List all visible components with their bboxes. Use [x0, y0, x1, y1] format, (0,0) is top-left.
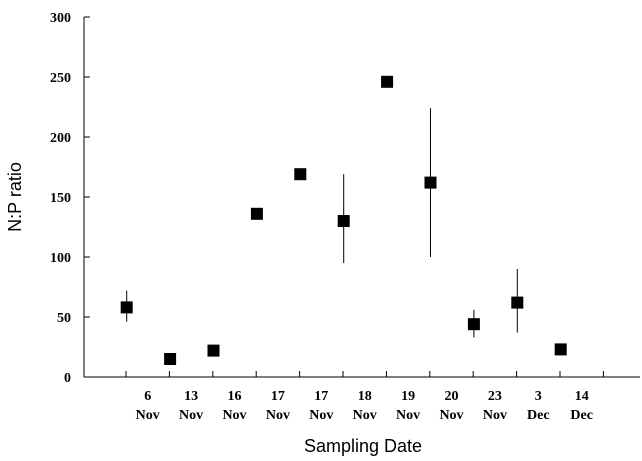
x-tick-label-day: 16 — [228, 389, 242, 404]
x-tick-label-day: 18 — [358, 389, 372, 404]
y-tick-label: 100 — [50, 251, 71, 266]
x-tick-label-day: 14 — [575, 389, 589, 404]
y-tick-label: 150 — [50, 191, 71, 206]
data-point — [337, 215, 350, 227]
x-tick-label-month: Dec — [527, 408, 550, 423]
data-point — [554, 343, 567, 356]
x-tick-label-day: 19 — [401, 389, 415, 404]
y-tick-label: 300 — [50, 11, 71, 26]
x-tick-label-month: Dec — [570, 408, 593, 423]
x-tick-label-day: 20 — [445, 389, 459, 404]
data-point — [381, 75, 394, 88]
y-tick-label: 250 — [50, 71, 71, 86]
y-tick-label: 200 — [50, 131, 71, 146]
data-point — [424, 176, 437, 189]
x-axis-label: Sampling Date — [304, 436, 422, 456]
y-tick-label: 50 — [57, 311, 71, 326]
x-tick-label-day: 17 — [314, 389, 328, 404]
x-tick-label-month: Nov — [222, 408, 246, 423]
x-tick-label-month: Nov — [439, 408, 463, 423]
x-tick-label-day: 3 — [535, 389, 542, 404]
data-points — [120, 75, 567, 365]
x-tick-label-day: 13 — [184, 389, 198, 404]
error-bars — [126, 108, 562, 355]
x-tick-label-month: Nov — [266, 408, 290, 423]
x-tick-label-month: Nov — [136, 408, 160, 423]
x-tick-label-month: Nov — [483, 408, 507, 423]
y-tick-labels: 0 50 100 150 200 250 300 — [50, 11, 71, 386]
x-tick-labels: 6 Nov 13 Nov 16 Nov 17 Nov 17 Nov 18 Nov 19 Nov 20 Nov 2… — [136, 389, 593, 423]
x-tick-label-day: 23 — [488, 389, 502, 404]
x-tick-label-month: Nov — [353, 408, 377, 423]
x-tick-label-day: 17 — [271, 389, 285, 404]
data-point — [511, 296, 524, 309]
axes — [83, 16, 640, 378]
data-point — [294, 168, 307, 181]
x-tick-label-month: Nov — [309, 408, 333, 423]
y-tick-label: 0 — [64, 371, 71, 386]
data-point — [207, 344, 220, 357]
x-tick-label-day: 6 — [144, 389, 151, 404]
data-point — [120, 301, 133, 314]
data-point — [467, 318, 480, 331]
data-point — [164, 353, 177, 365]
x-tick-label-month: Nov — [179, 408, 203, 423]
x-tick-label-month: Nov — [396, 408, 420, 423]
data-point — [250, 207, 263, 220]
y-axis-label: N:P ratio — [5, 162, 25, 232]
